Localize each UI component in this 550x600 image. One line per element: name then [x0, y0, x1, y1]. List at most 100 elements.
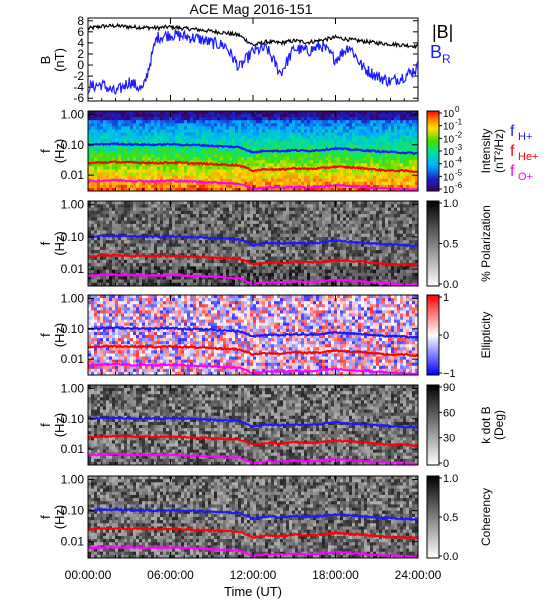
spectrogram-cell [283, 253, 287, 257]
spectrogram-cell [319, 269, 323, 274]
spectrogram-cell [100, 279, 104, 284]
spectrogram-cell [295, 272, 299, 277]
spectrogram-cell [211, 111, 215, 115]
spectrogram-cell [262, 269, 266, 274]
spectrogram-cell [172, 175, 176, 180]
spectrogram-cell [256, 266, 260, 271]
spectrogram-cell [205, 178, 209, 183]
spectrogram-cell [250, 236, 254, 241]
spectrogram-cell [274, 157, 278, 161]
spectrogram-cell [217, 129, 221, 133]
spectrogram-cell [280, 163, 284, 167]
spectrogram-cell [103, 166, 107, 170]
spectrogram-cell [178, 236, 182, 241]
spectrogram-cell [301, 214, 305, 218]
spectrogram-cell [148, 259, 152, 264]
spectrogram-cell [193, 169, 197, 173]
spectrogram-cell [307, 201, 311, 205]
spectrogram-cell [127, 169, 131, 173]
spectrogram-cell [112, 210, 116, 215]
spectrogram-cell [202, 138, 206, 143]
spectrogram-cell [352, 178, 356, 183]
spectrogram-cell [298, 151, 302, 155]
spectrogram-cell [313, 236, 317, 241]
spectrogram-cell [343, 144, 347, 149]
spectrogram-cell [211, 141, 215, 146]
spectrogram-cell [277, 147, 281, 152]
spectrogram-cell [313, 276, 317, 280]
spectrogram-cell [226, 259, 230, 264]
spectrogram-cell [214, 282, 218, 286]
spectrogram-cell [376, 120, 380, 124]
spectrogram-cell [220, 120, 224, 124]
spectrogram-cell [187, 243, 191, 248]
spectrogram-cell [367, 111, 371, 115]
spectrogram-cell [115, 144, 119, 149]
spectrogram-cell [112, 117, 116, 121]
spectrogram-cell [103, 114, 107, 118]
spectrogram-cell [301, 163, 305, 167]
spectrogram-cell [229, 126, 233, 130]
spectrogram-cell [253, 214, 257, 218]
spectrogram-cell [298, 276, 302, 280]
spectrogram-cell [292, 178, 296, 183]
spectrogram-cell [307, 141, 311, 146]
spectrogram-cell [277, 129, 281, 133]
spectrogram-cell [154, 227, 158, 231]
spectrogram-cell [208, 111, 212, 115]
spectrogram-cell [370, 184, 374, 189]
spectrogram-cell [181, 175, 185, 180]
spectrogram-cell [379, 144, 383, 149]
spectrogram-cell [112, 282, 116, 286]
spectrogram-cell [142, 263, 146, 267]
spectrogram-cell [139, 144, 143, 149]
spectrogram-cell [292, 227, 296, 231]
spectrogram-cell [250, 129, 254, 133]
spectrogram-cell [277, 172, 281, 177]
spectrogram-cell [313, 141, 317, 146]
spectrogram-cell [223, 240, 227, 244]
spectrogram-cell [361, 114, 365, 118]
spectrogram-cell [199, 282, 203, 286]
spectrogram-cell [397, 163, 401, 167]
spectrogram-cell [241, 246, 245, 251]
spectrogram-cell [154, 147, 158, 152]
spectrogram-cell [274, 230, 278, 235]
spectrogram-cell [331, 184, 335, 189]
spectrogram-cell [223, 282, 227, 286]
spectrogram-cell [100, 240, 104, 244]
spectrogram-cell [124, 184, 128, 189]
spectrogram-cell [292, 129, 296, 133]
spectrogram-cell [151, 175, 155, 180]
spectrogram-cell [409, 129, 413, 133]
spectrogram-cell [205, 233, 209, 238]
spectrogram-cell [229, 269, 233, 274]
spectrogram-cell [268, 117, 272, 121]
spectrogram-cell [274, 282, 278, 286]
spectrogram-cell [142, 214, 146, 218]
spectrogram-cell [214, 266, 218, 271]
spectrogram-cell [382, 123, 386, 127]
spectrogram-cell [256, 217, 260, 222]
spectrogram-cell [343, 172, 347, 177]
spectrogram-cell [232, 120, 236, 124]
spectrogram-cell [166, 263, 170, 267]
spectrogram-cell [148, 135, 152, 140]
spectrogram-cell [181, 138, 185, 143]
spectrogram-cell [286, 114, 290, 118]
spectrogram-cell [160, 246, 164, 251]
spectrogram-cell [205, 207, 209, 212]
spectrogram-cell [214, 233, 218, 238]
spectrogram-cell [313, 263, 317, 267]
spectrogram-cell [118, 236, 122, 241]
spectrogram-cell [241, 253, 245, 257]
spectrogram-cell [295, 243, 299, 248]
spectrogram-cell [229, 223, 233, 228]
spectrogram-cell [190, 157, 194, 161]
spectrogram-cell [187, 181, 191, 186]
spectrogram-cell [316, 144, 320, 149]
spectrogram-cell [271, 210, 275, 215]
spectrogram-cell [223, 129, 227, 133]
f-y-tick-label: 0.10 [61, 138, 85, 152]
spectrogram-cell [169, 135, 173, 140]
